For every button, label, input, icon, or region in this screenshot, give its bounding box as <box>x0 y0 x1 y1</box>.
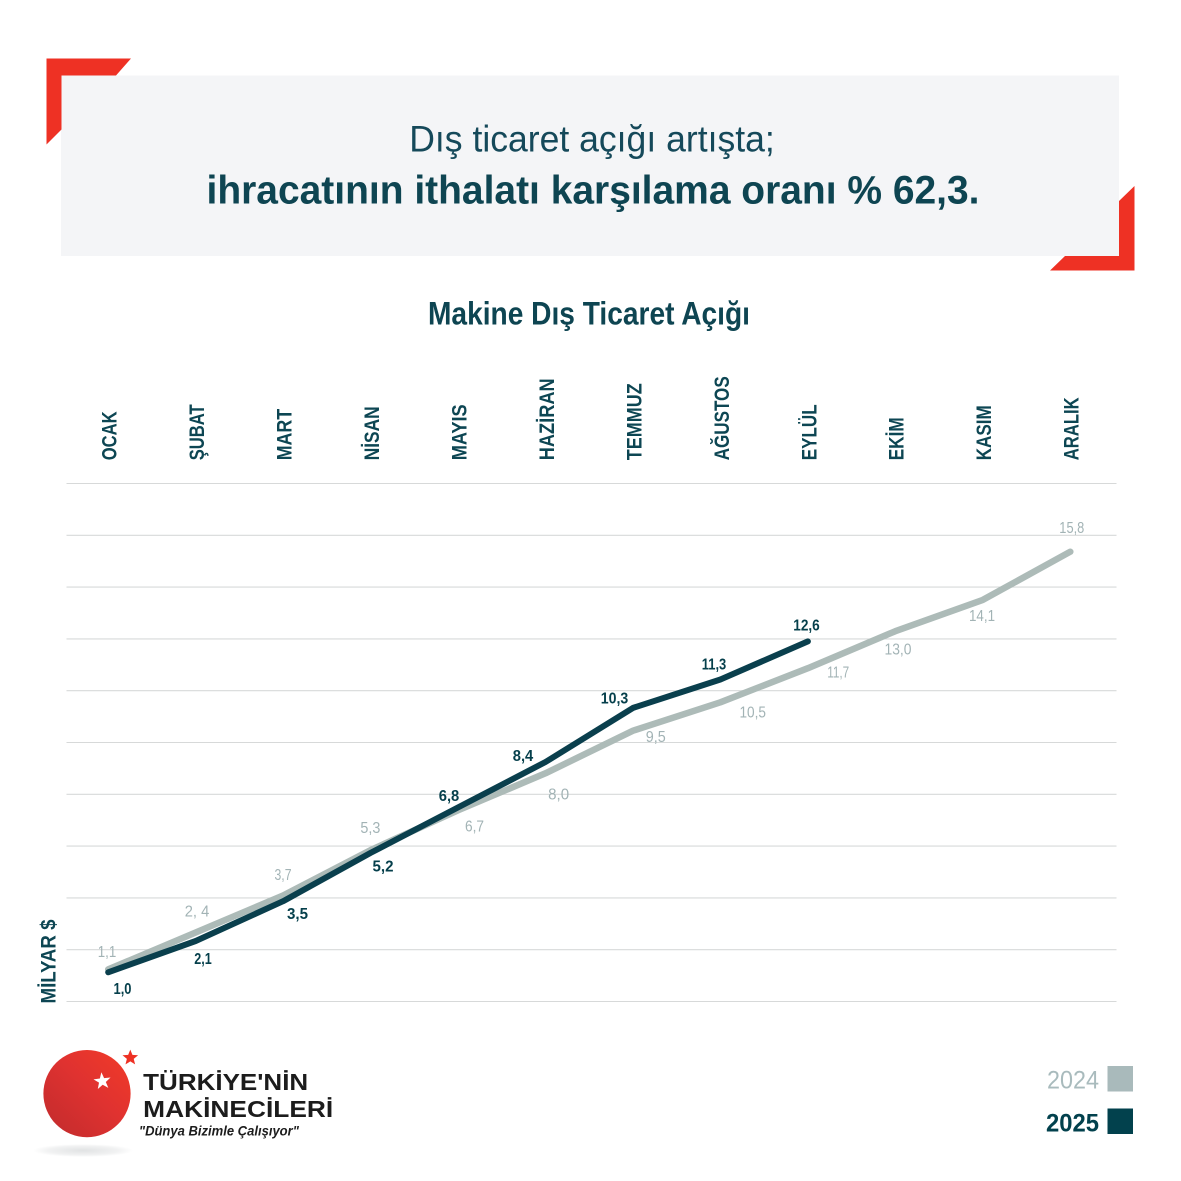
svg-text:10,3: 10,3 <box>601 691 629 708</box>
svg-text:KASIM: KASIM <box>972 405 996 460</box>
svg-text:ARALIK: ARALIK <box>1060 397 1084 460</box>
svg-text:MİLYAR $: MİLYAR $ <box>38 919 61 1003</box>
svg-text:"Dünya Bizimle Çalışıyor": "Dünya Bizimle Çalışıyor" <box>139 1123 299 1139</box>
svg-text:Dış ticaret açığı artışta;: Dış ticaret açığı artışta; <box>409 119 775 160</box>
svg-text:9,5: 9,5 <box>646 729 666 746</box>
svg-text:TÜRKİYE'NİN: TÜRKİYE'NİN <box>143 1069 308 1095</box>
svg-text:EYLÜL: EYLÜL <box>796 404 821 460</box>
svg-text:TEMMUZ: TEMMUZ <box>622 383 646 460</box>
svg-text:OCAK: OCAK <box>98 411 122 460</box>
svg-text:10,5: 10,5 <box>739 705 766 722</box>
svg-text:ihracatının ithalatı karşılama: ihracatının ithalatı karşılama oranı % 6… <box>207 169 980 213</box>
svg-text:5,3: 5,3 <box>360 820 380 837</box>
svg-text:NİSAN: NİSAN <box>360 406 384 460</box>
svg-text:HAZİRAN: HAZİRAN <box>535 378 559 460</box>
svg-text:14,1: 14,1 <box>969 608 995 625</box>
svg-text:2,1: 2,1 <box>194 951 212 968</box>
svg-text:ŞUBAT: ŞUBAT <box>185 404 209 460</box>
svg-text:EKİM: EKİM <box>885 417 909 460</box>
svg-text:6,8: 6,8 <box>439 788 460 805</box>
svg-text:3,7: 3,7 <box>275 867 292 884</box>
svg-text:1,0: 1,0 <box>114 981 132 998</box>
svg-text:3,5: 3,5 <box>287 906 308 923</box>
svg-text:MAYIS: MAYIS <box>448 404 472 460</box>
svg-text:11,3: 11,3 <box>702 656 727 673</box>
svg-text:8,0: 8,0 <box>548 787 569 804</box>
svg-text:2024: 2024 <box>1047 1067 1099 1095</box>
svg-text:11,7: 11,7 <box>827 664 849 681</box>
svg-text:MAKİNECİLERİ: MAKİNECİLERİ <box>143 1096 333 1122</box>
svg-text:2025: 2025 <box>1046 1110 1099 1138</box>
svg-text:15,8: 15,8 <box>1059 520 1084 537</box>
svg-text:AĞUSTOS: AĞUSTOS <box>709 376 734 460</box>
svg-text:Makine Dış Ticaret Açığı: Makine Dış Ticaret Açığı <box>428 296 750 332</box>
svg-text:MART: MART <box>273 409 297 461</box>
svg-text:6,7: 6,7 <box>465 819 484 836</box>
svg-text:8,4: 8,4 <box>513 748 534 765</box>
svg-text:13,0: 13,0 <box>885 642 912 659</box>
svg-text:1,1: 1,1 <box>98 944 117 961</box>
svg-text:5,2: 5,2 <box>373 858 394 875</box>
svg-text:2, 4: 2, 4 <box>185 904 210 921</box>
svg-text:12,6: 12,6 <box>793 617 820 634</box>
